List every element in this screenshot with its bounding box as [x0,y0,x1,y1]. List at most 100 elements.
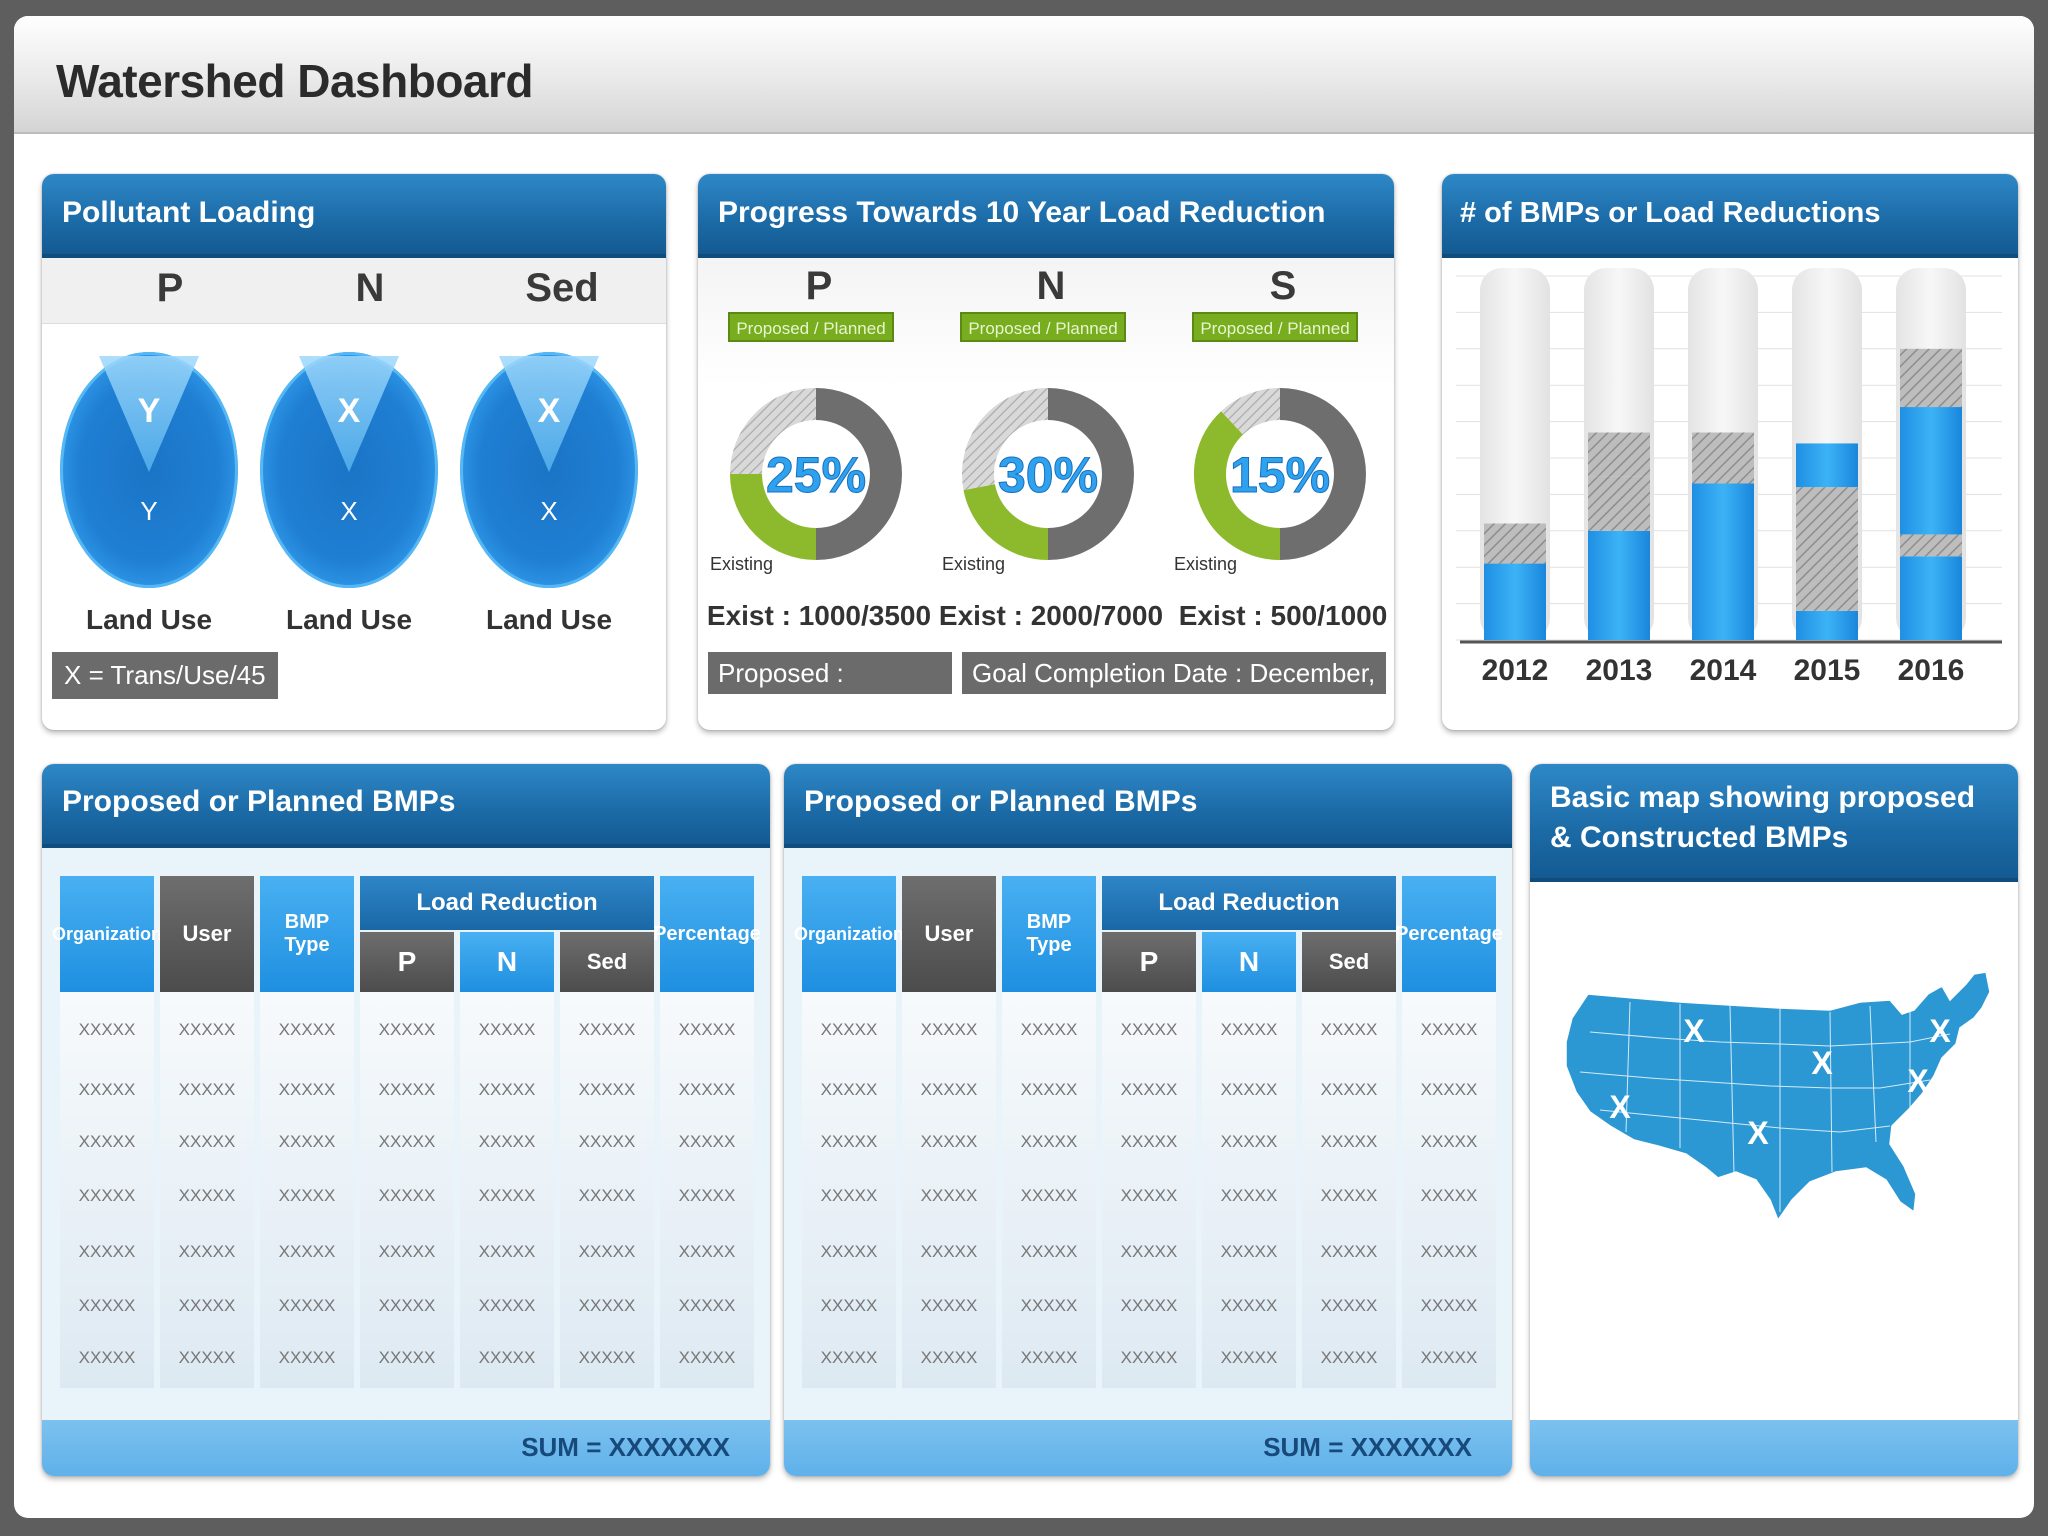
table-cell[interactable]: XXXXX [178,1080,236,1099]
bmp-marker[interactable]: X [1683,1013,1705,1049]
column-header-sed[interactable]: Sed [1302,932,1396,992]
table-cell[interactable]: XXXXX [78,1242,136,1261]
table-cell[interactable]: XXXXX [478,1020,536,1039]
table-cell[interactable]: XXXXX [820,1080,878,1099]
table-cell[interactable]: XXXXX [1120,1132,1178,1151]
table-cell[interactable]: XXXXX [578,1080,636,1099]
table-cell[interactable]: XXXXX [1220,1348,1278,1367]
table-cell[interactable]: XXXXX [1420,1296,1478,1315]
table-cell[interactable]: XXXXX [1120,1186,1178,1205]
table-cell[interactable]: XXXXX [378,1132,436,1151]
bmp-marker[interactable]: X [1745,1225,1767,1261]
table-cell[interactable]: XXXXX [820,1132,878,1151]
bmp-marker[interactable]: X [1849,1189,1871,1225]
table-cell[interactable]: XXXXX [178,1132,236,1151]
table-cell[interactable]: XXXXX [478,1242,536,1261]
column-header-p[interactable]: P [360,932,454,992]
column-header-n[interactable]: N [460,932,554,992]
table-cell[interactable]: XXXXX [278,1348,336,1367]
bmp-marker[interactable]: X [1747,1115,1769,1151]
column-header-n[interactable]: N [1202,932,1296,992]
bmp-marker[interactable]: X [1929,1013,1951,1049]
bmp-marker[interactable]: X [1609,1089,1631,1125]
table-cell[interactable]: XXXXX [178,1296,236,1315]
table-cell[interactable]: XXXXX [578,1242,636,1261]
table-cell[interactable]: XXXXX [920,1348,978,1367]
disc-sed[interactable]: X X [460,352,638,588]
table-cell[interactable]: XXXXX [578,1348,636,1367]
table-cell[interactable]: XXXXX [1320,1020,1378,1039]
bmp-marker[interactable]: X [1811,1045,1833,1081]
donut-p[interactable]: P Proposed / Planned 25% Existing [706,258,932,574]
table-cell[interactable]: XXXXX [578,1296,636,1315]
table-cell[interactable]: XXXXX [1320,1186,1378,1205]
table-cell[interactable]: XXXXX [1120,1242,1178,1261]
table-cell[interactable]: XXXXX [478,1296,536,1315]
table-cell[interactable]: XXXXX [278,1020,336,1039]
table-cell[interactable]: XXXXX [1320,1080,1378,1099]
table-cell[interactable]: XXXXX [820,1348,878,1367]
table-cell[interactable]: XXXXX [78,1132,136,1151]
table-cell[interactable]: XXXXX [1120,1348,1178,1367]
column-header-user[interactable]: User [160,876,254,992]
column-header-bmp[interactable]: BMP Type [260,876,354,992]
table-cell[interactable]: XXXXX [1320,1296,1378,1315]
table-cell[interactable]: XXXXX [678,1348,736,1367]
disc-n[interactable]: X X [260,352,438,588]
table-cell[interactable]: XXXXX [1320,1242,1378,1261]
table-cell[interactable]: XXXXX [1020,1080,1078,1099]
table-cell[interactable]: XXXXX [578,1186,636,1205]
table-cell[interactable]: XXXXX [378,1020,436,1039]
column-header-sed[interactable]: Sed [560,932,654,992]
table-cell[interactable]: XXXXX [478,1132,536,1151]
table-cell[interactable]: XXXXX [920,1186,978,1205]
table-cell[interactable]: XXXXX [478,1348,536,1367]
table-cell[interactable]: XXXXX [1020,1296,1078,1315]
table-cell[interactable]: XXXXX [1120,1080,1178,1099]
table-cell[interactable]: XXXXX [920,1132,978,1151]
table-cell[interactable]: XXXXX [278,1242,336,1261]
table-cell[interactable]: XXXXX [1020,1348,1078,1367]
table-cell[interactable]: XXXXX [478,1186,536,1205]
table-cell[interactable]: XXXXX [1420,1348,1478,1367]
column-header-org[interactable]: Organization [52,876,162,992]
table-cell[interactable]: XXXXX [1220,1132,1278,1151]
table-cell[interactable]: XXXXX [278,1186,336,1205]
table-cell[interactable]: XXXXX [1420,1186,1478,1205]
table-cell[interactable]: XXXXX [678,1296,736,1315]
table-cell[interactable]: XXXXX [1420,1080,1478,1099]
table-cell[interactable]: XXXXX [1020,1186,1078,1205]
table-cell[interactable]: XXXXX [1120,1020,1178,1039]
table-cell[interactable]: XXXXX [820,1020,878,1039]
table-cell[interactable]: XXXXX [920,1080,978,1099]
table-cell[interactable]: XXXXX [78,1348,136,1367]
table-cell[interactable]: XXXXX [1420,1242,1478,1261]
bmp-marker[interactable]: X [1907,1063,1929,1099]
table-cell[interactable]: XXXXX [1320,1348,1378,1367]
table-cell[interactable]: XXXXX [1020,1020,1078,1039]
table-cell[interactable]: XXXXX [678,1242,736,1261]
table-cell[interactable]: XXXXX [78,1296,136,1315]
table-cell[interactable]: XXXXX [78,1186,136,1205]
table-cell[interactable]: XXXXX [278,1132,336,1151]
table-cell[interactable]: XXXXX [178,1020,236,1039]
donut-n[interactable]: N Proposed / Planned 30% Existing [938,258,1164,574]
table-cell[interactable]: XXXXX [378,1348,436,1367]
table-cell[interactable]: XXXXX [920,1296,978,1315]
table-cell[interactable]: XXXXX [1220,1186,1278,1205]
column-header-pct[interactable]: Percentage [653,876,761,992]
table-cell[interactable]: XXXXX [678,1080,736,1099]
table-cell[interactable]: XXXXX [820,1186,878,1205]
table-cell[interactable]: XXXXX [378,1186,436,1205]
donut-s[interactable]: S Proposed / Planned 15% Existing [1170,258,1394,574]
table-cell[interactable]: XXXXX [278,1296,336,1315]
table-cell[interactable]: XXXXX [278,1080,336,1099]
column-header-org[interactable]: Organization [794,876,904,992]
bmp-marker[interactable]: X [1683,1175,1705,1211]
table-cell[interactable]: XXXXX [678,1020,736,1039]
table-cell[interactable]: XXXXX [1020,1242,1078,1261]
table-cell[interactable]: XXXXX [1220,1020,1278,1039]
table-cell[interactable]: XXXXX [78,1080,136,1099]
